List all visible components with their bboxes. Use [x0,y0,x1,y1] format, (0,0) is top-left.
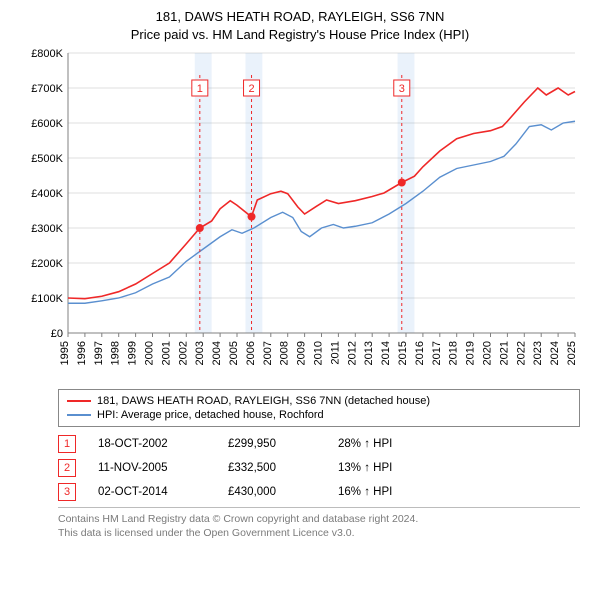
event-row: 3 02-OCT-2014 £430,000 16% ↑ HPI [58,483,580,501]
svg-text:2009: 2009 [296,341,308,365]
svg-text:£500K: £500K [31,153,63,165]
event-row: 2 11-NOV-2005 £332,500 13% ↑ HPI [58,459,580,477]
footer: Contains HM Land Registry data © Crown c… [58,507,580,540]
chart-svg: £0 £100K £200K £300K £400K £500K £600K £700K £80… [20,43,580,383]
legend-item: 181, DAWS HEATH ROAD, RAYLEIGH, SS6 7NN … [67,394,571,408]
svg-text:2011: 2011 [329,341,341,365]
svg-text:2023: 2023 [532,341,544,365]
event-row: 1 18-OCT-2002 £299,950 28% ↑ HPI [58,435,580,453]
svg-text:1: 1 [197,83,203,95]
svg-text:2016: 2016 [414,341,426,365]
legend-item: HPI: Average price, detached house, Roch… [67,408,571,422]
svg-text:£100K: £100K [31,293,63,305]
event-pct: 13% ↑ HPI [338,462,392,474]
svg-text:1999: 1999 [127,341,139,365]
event-pct: 16% ↑ HPI [338,486,392,498]
svg-text:3: 3 [399,83,405,95]
event-date: 02-OCT-2014 [98,486,228,498]
svg-text:1996: 1996 [76,341,88,365]
svg-text:2022: 2022 [515,341,527,365]
event-pct: 28% ↑ HPI [338,438,392,450]
svg-text:£700K: £700K [31,83,63,95]
svg-text:2003: 2003 [194,341,206,365]
svg-text:2000: 2000 [144,341,156,365]
svg-text:1998: 1998 [110,341,122,365]
legend-label: 181, DAWS HEATH ROAD, RAYLEIGH, SS6 7NN … [97,395,430,407]
event-price: £430,000 [228,486,338,498]
event-list: 1 18-OCT-2002 £299,950 28% ↑ HPI 2 11-NO… [58,435,580,501]
event-date: 11-NOV-2005 [98,462,228,474]
footer-line-1: Contains HM Land Registry data © Crown c… [58,512,580,526]
svg-text:2007: 2007 [262,341,274,365]
svg-text:2005: 2005 [228,341,240,365]
svg-text:2017: 2017 [431,341,443,365]
title-line-1: 181, DAWS HEATH ROAD, RAYLEIGH, SS6 7NN [0,8,600,26]
legend-label: HPI: Average price, detached house, Roch… [97,409,324,421]
svg-text:£300K: £300K [31,223,63,235]
chart-title: 181, DAWS HEATH ROAD, RAYLEIGH, SS6 7NN … [0,0,600,43]
svg-text:2020: 2020 [482,341,494,365]
footer-line-2: This data is licensed under the Open Gov… [58,526,580,540]
event-date: 18-OCT-2002 [98,438,228,450]
svg-text:£400K: £400K [31,188,63,200]
svg-text:£200K: £200K [31,258,63,270]
chart: £0 £100K £200K £300K £400K £500K £600K £700K £80… [20,43,580,383]
event-marker-icon: 3 [58,483,76,501]
svg-text:2004: 2004 [211,341,223,365]
svg-text:2008: 2008 [279,341,291,365]
svg-text:1995: 1995 [59,341,71,365]
svg-text:2010: 2010 [313,341,325,365]
title-line-2: Price paid vs. HM Land Registry's House … [0,26,600,44]
legend-swatch [67,414,91,416]
svg-text:£600K: £600K [31,118,63,130]
event-price: £299,950 [228,438,338,450]
svg-text:2021: 2021 [498,341,510,365]
event-marker-icon: 1 [58,435,76,453]
svg-text:1997: 1997 [93,341,105,365]
svg-text:2013: 2013 [363,341,375,365]
svg-text:2: 2 [248,83,254,95]
svg-text:2018: 2018 [448,341,460,365]
svg-text:£800K: £800K [31,48,63,60]
svg-text:2014: 2014 [380,341,392,365]
svg-text:2012: 2012 [346,341,358,365]
svg-text:2015: 2015 [397,341,409,365]
legend-swatch [67,400,91,402]
svg-text:2019: 2019 [465,341,477,365]
legend: 181, DAWS HEATH ROAD, RAYLEIGH, SS6 7NN … [58,389,580,427]
svg-text:2001: 2001 [160,341,172,365]
event-price: £332,500 [228,462,338,474]
svg-text:£0: £0 [51,328,63,340]
svg-text:2002: 2002 [177,341,189,365]
svg-text:2025: 2025 [566,341,578,365]
svg-text:2024: 2024 [549,341,561,365]
svg-text:2006: 2006 [245,341,257,365]
event-marker-icon: 2 [58,459,76,477]
